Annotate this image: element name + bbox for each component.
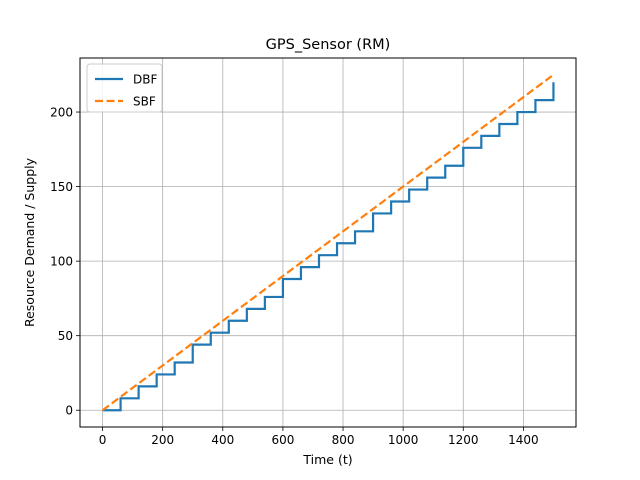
- y-tick-label: 200: [50, 106, 73, 120]
- x-axis-label: Time (t): [302, 452, 352, 467]
- x-tick-label: 1000: [388, 433, 419, 447]
- series-lines: [101, 73, 555, 412]
- x-tick-label: 600: [271, 433, 294, 447]
- grid-lines: [80, 58, 576, 427]
- legend: DBF SBF: [86, 63, 163, 113]
- x-tick-label: 1200: [448, 433, 479, 447]
- x-tick-label: 1400: [508, 433, 539, 447]
- x-tick-label: 800: [332, 433, 355, 447]
- axis-ticks: 0 200 400 600 800 1000 1200 1400 0 50 100 150 200: [50, 106, 539, 447]
- legend-sbf-label: SBF: [133, 95, 156, 109]
- x-tick-label: 400: [211, 433, 234, 447]
- legend-box: [86, 63, 163, 113]
- y-tick-label: 50: [58, 329, 73, 343]
- y-tick-label: 0: [65, 404, 73, 418]
- plot-frame: [79, 57, 577, 428]
- y-axis-label: Resource Demand / Supply: [22, 157, 37, 327]
- x-tick-label: 200: [151, 433, 174, 447]
- x-tick-label: 0: [99, 433, 107, 447]
- series-sbf-line: [101, 73, 555, 412]
- series-dbf-line: [102, 82, 555, 412]
- y-tick-label: 100: [50, 255, 73, 269]
- chart-title: GPS_Sensor (RM): [266, 37, 391, 53]
- y-tick-label: 150: [50, 180, 73, 194]
- legend-dbf-label: DBF: [133, 73, 157, 87]
